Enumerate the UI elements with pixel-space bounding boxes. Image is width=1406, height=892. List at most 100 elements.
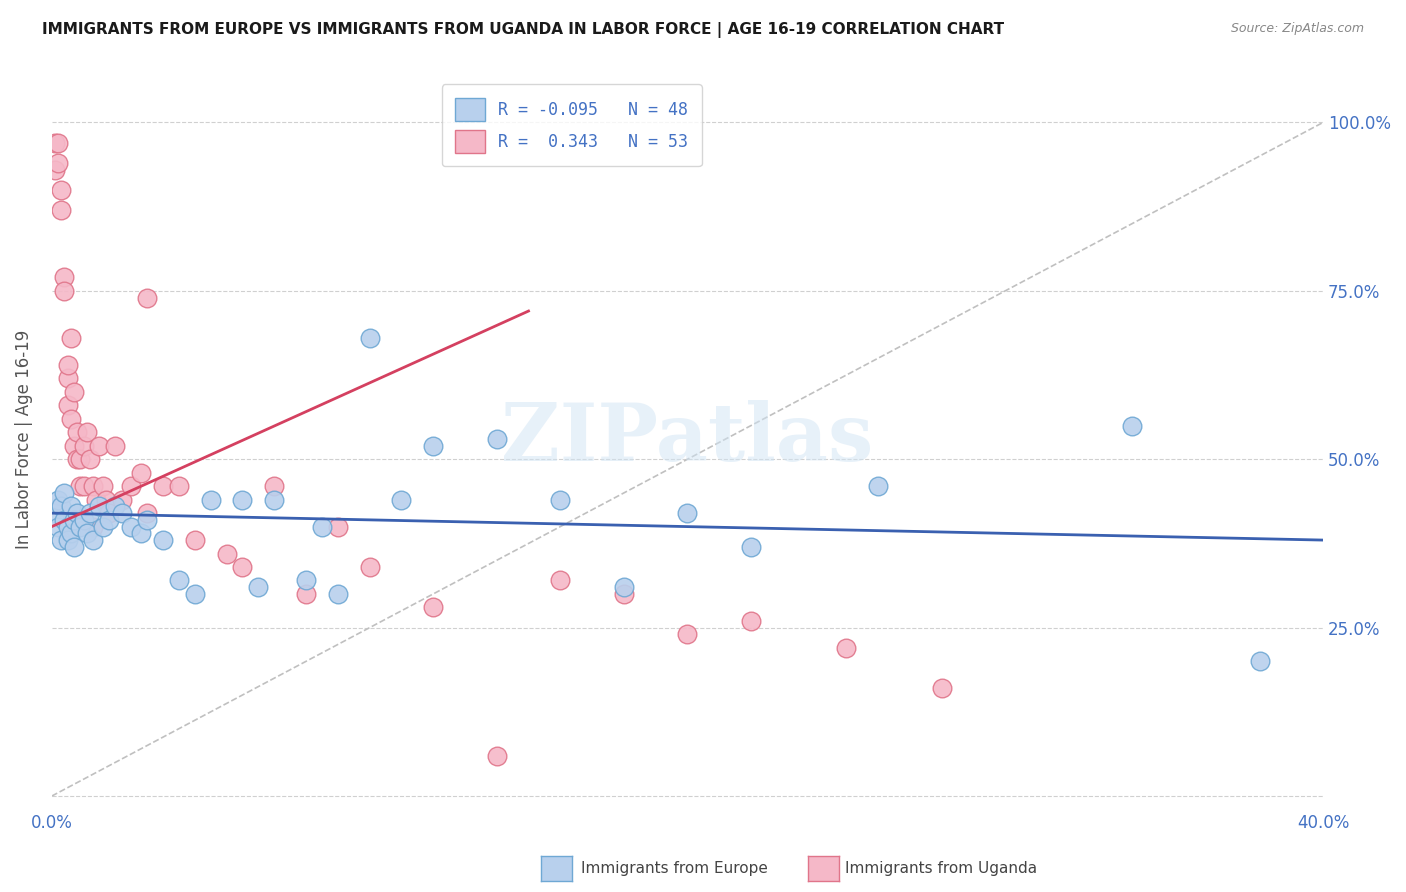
Point — [167, 574, 190, 588]
Point — [51, 183, 73, 197]
Point — [44, 506, 66, 520]
Point — [82, 519, 104, 533]
Point — [91, 479, 114, 493]
Legend: R = -0.095   N = 48, R =  0.343   N = 53: R = -0.095 N = 48, R = 0.343 N = 53 — [441, 84, 702, 167]
Point — [295, 574, 318, 588]
Point — [63, 540, 86, 554]
Point — [740, 614, 762, 628]
Point — [136, 513, 159, 527]
Point — [295, 587, 318, 601]
Point — [44, 162, 66, 177]
Point — [104, 500, 127, 514]
Point — [152, 479, 174, 493]
Point — [311, 519, 333, 533]
Point — [63, 439, 86, 453]
Point — [63, 384, 86, 399]
Point — [94, 492, 117, 507]
Point — [613, 587, 636, 601]
Point — [835, 640, 858, 655]
Point — [152, 533, 174, 547]
Point — [66, 452, 89, 467]
Point — [550, 492, 572, 507]
Point — [72, 479, 94, 493]
Point — [111, 492, 134, 507]
Point — [59, 500, 82, 514]
Point — [422, 439, 444, 453]
Point — [231, 492, 253, 507]
Point — [69, 452, 91, 467]
Point — [326, 587, 349, 601]
Point — [263, 492, 285, 507]
Point — [263, 479, 285, 493]
Text: IMMIGRANTS FROM EUROPE VS IMMIGRANTS FROM UGANDA IN LABOR FORCE | AGE 16-19 CORR: IMMIGRANTS FROM EUROPE VS IMMIGRANTS FRO… — [42, 22, 1004, 38]
Text: Source: ZipAtlas.com: Source: ZipAtlas.com — [1230, 22, 1364, 36]
Point — [422, 600, 444, 615]
Point — [79, 452, 101, 467]
Point — [97, 506, 120, 520]
Y-axis label: In Labor Force | Age 16-19: In Labor Force | Age 16-19 — [15, 329, 32, 549]
Point — [44, 136, 66, 150]
Point — [120, 519, 142, 533]
Point — [120, 479, 142, 493]
Point — [66, 425, 89, 440]
Point — [56, 398, 79, 412]
Point — [56, 533, 79, 547]
Point — [56, 358, 79, 372]
Point — [129, 526, 152, 541]
Point — [91, 519, 114, 533]
Point — [359, 331, 381, 345]
Point — [82, 533, 104, 547]
Point — [59, 331, 82, 345]
Point — [613, 580, 636, 594]
Point — [63, 513, 86, 527]
Point — [485, 748, 508, 763]
Point — [46, 492, 69, 507]
Point — [56, 519, 79, 533]
Point — [82, 479, 104, 493]
Point — [485, 432, 508, 446]
Point — [53, 284, 76, 298]
Point — [931, 681, 953, 696]
Point — [136, 291, 159, 305]
Point — [69, 479, 91, 493]
Point — [359, 560, 381, 574]
Point — [84, 492, 107, 507]
Point — [53, 270, 76, 285]
Point — [247, 580, 270, 594]
Point — [1121, 418, 1143, 433]
Point — [53, 486, 76, 500]
Point — [167, 479, 190, 493]
Point — [136, 506, 159, 520]
Point — [89, 439, 111, 453]
Point — [76, 425, 98, 440]
Point — [46, 519, 69, 533]
Point — [76, 526, 98, 541]
Text: ZIPatlas: ZIPatlas — [502, 400, 873, 478]
Point — [389, 492, 412, 507]
Point — [111, 506, 134, 520]
Point — [215, 547, 238, 561]
Point — [1249, 654, 1271, 668]
Point — [184, 533, 207, 547]
Point — [51, 202, 73, 217]
Point — [231, 560, 253, 574]
Point — [676, 627, 699, 641]
Point — [129, 466, 152, 480]
Point — [56, 371, 79, 385]
Point — [104, 439, 127, 453]
Point — [51, 500, 73, 514]
Point — [72, 439, 94, 453]
Point — [676, 506, 699, 520]
Point — [69, 519, 91, 533]
Point — [550, 574, 572, 588]
Point — [72, 513, 94, 527]
Point — [59, 526, 82, 541]
Point — [66, 506, 89, 520]
Point — [53, 513, 76, 527]
Point — [79, 506, 101, 520]
Point — [59, 412, 82, 426]
Point — [51, 533, 73, 547]
Point — [46, 156, 69, 170]
Point — [200, 492, 222, 507]
Point — [184, 587, 207, 601]
